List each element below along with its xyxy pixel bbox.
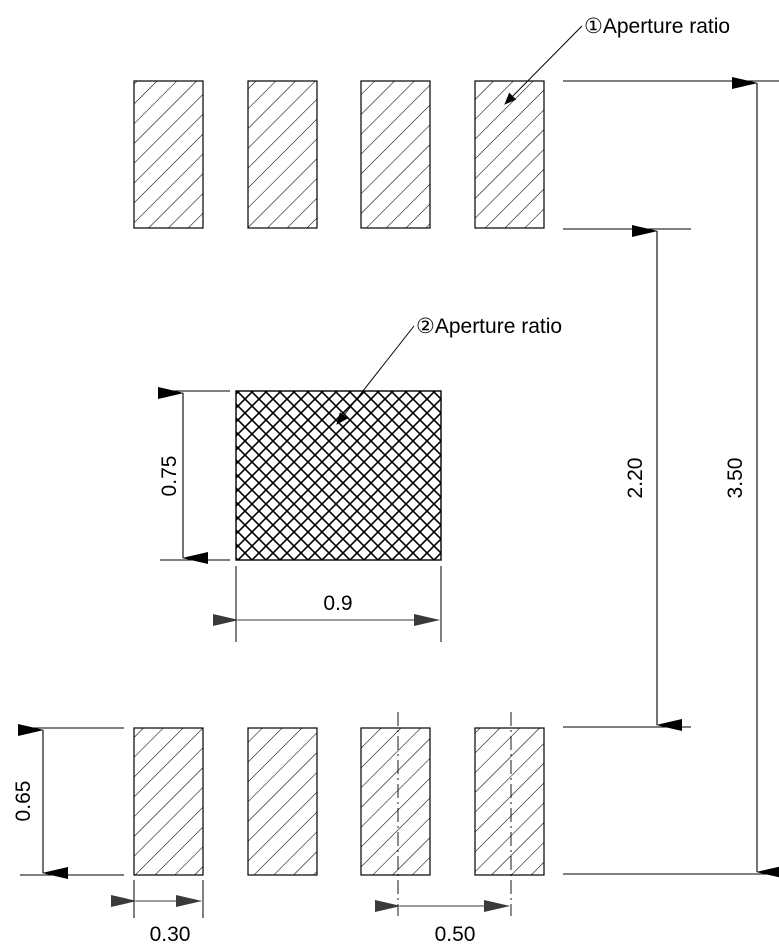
pad-top-2 bbox=[247, 80, 318, 229]
dim-label-0-30: 0.30 bbox=[150, 923, 191, 946]
pad-bottom-3 bbox=[360, 727, 431, 876]
leader-aperture-2 bbox=[336, 325, 415, 425]
dim-label-0-50: 0.50 bbox=[435, 923, 476, 946]
dim-label-3-50: 3.50 bbox=[724, 458, 747, 499]
pad-top-4 bbox=[474, 80, 545, 229]
pad-top-3 bbox=[360, 80, 431, 229]
pad-bottom-1 bbox=[133, 727, 204, 876]
callout-aperture-1: ①Aperture ratio bbox=[584, 15, 730, 38]
dim-label-0-9: 0.9 bbox=[323, 592, 352, 615]
top-pad-row bbox=[133, 80, 545, 229]
leader-aperture-1 bbox=[504, 25, 583, 105]
dim-label-2-20: 2.20 bbox=[624, 458, 647, 499]
dim-label-0-75: 0.75 bbox=[158, 456, 181, 497]
bottom-pad-row bbox=[133, 727, 545, 876]
pad-bottom-2 bbox=[247, 727, 318, 876]
center-pad bbox=[235, 390, 442, 561]
pad-bottom-4 bbox=[474, 727, 545, 876]
callout-aperture-2: ②Aperture ratio bbox=[416, 315, 562, 338]
dim-label-0-65: 0.65 bbox=[12, 781, 35, 822]
pad-top-1 bbox=[133, 80, 204, 229]
